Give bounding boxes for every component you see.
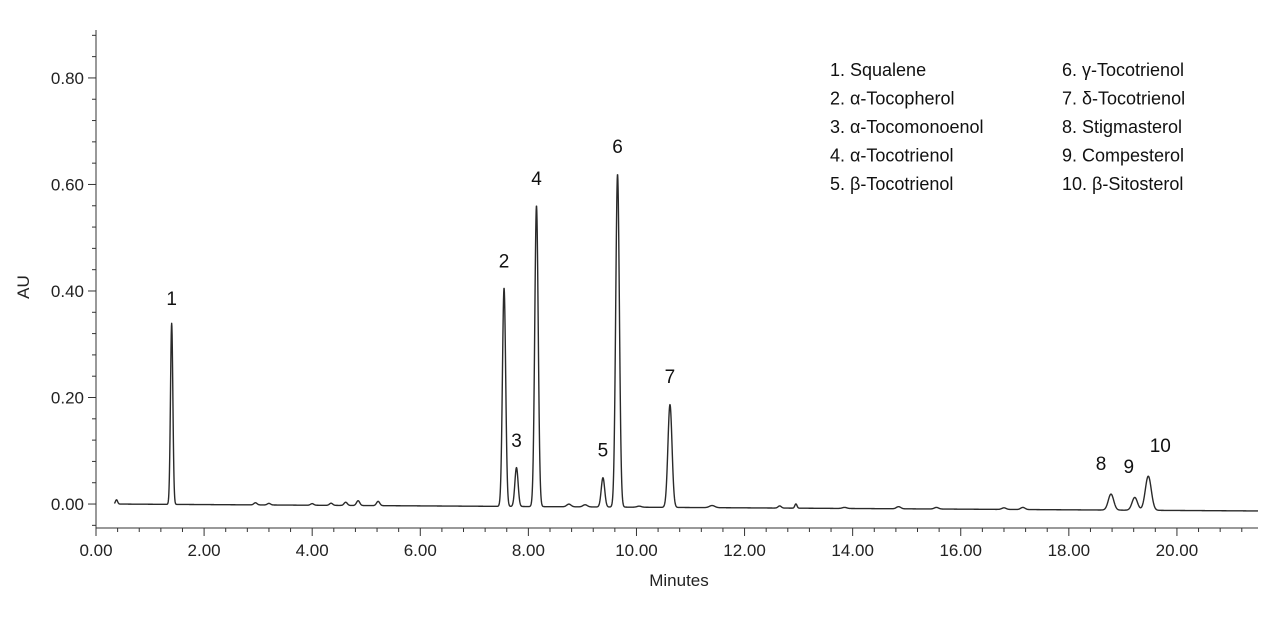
x-tick-label: 18.00 bbox=[1048, 541, 1091, 560]
x-axis-title: Minutes bbox=[649, 571, 709, 590]
peak-label-1: 1 bbox=[166, 289, 177, 310]
legend-item: 9. Compesterol bbox=[1062, 146, 1184, 166]
peak-label-8: 8 bbox=[1096, 454, 1107, 475]
x-tick-label: 16.00 bbox=[939, 541, 982, 560]
x-tick-label: 0.00 bbox=[79, 541, 112, 560]
peak-label-3: 3 bbox=[511, 431, 522, 452]
x-tick-label: 14.00 bbox=[831, 541, 874, 560]
legend-item: 7. δ-Tocotrienol bbox=[1062, 89, 1185, 109]
peak-label-10: 10 bbox=[1150, 436, 1171, 457]
axes bbox=[95, 30, 1258, 529]
legend-item: 6. γ-Tocotrienol bbox=[1062, 60, 1184, 80]
legend-item: 2. α-Tocopherol bbox=[830, 89, 954, 109]
legend-item: 1. Squalene bbox=[830, 60, 926, 80]
peak-labels: 1 2 3 4 5 6 7 8 9 10 bbox=[166, 137, 1170, 478]
y-axis-title: AU bbox=[14, 275, 33, 299]
x-axis-ticks: 0.00 2.00 4.00 6.00 8.00 10.00 12.00 14.00 16.00… bbox=[79, 528, 1243, 560]
y-tick-label: 0.80 bbox=[51, 69, 84, 88]
chromatogram-trace bbox=[113, 174, 1259, 512]
y-tick-label: 0.00 bbox=[51, 495, 84, 514]
legend-item: 3. α-Tocomonoenol bbox=[830, 117, 984, 137]
peak-label-2: 2 bbox=[499, 252, 510, 273]
x-tick-label: 4.00 bbox=[296, 541, 329, 560]
peak-label-7: 7 bbox=[665, 367, 676, 388]
y-tick-label: 0.40 bbox=[51, 282, 84, 301]
x-tick-label: 10.00 bbox=[615, 541, 658, 560]
x-tick-label: 12.00 bbox=[723, 541, 766, 560]
y-tick-label: 0.60 bbox=[51, 175, 84, 194]
y-axis-ticks: 0.00 0.20 0.40 0.60 0.80 bbox=[51, 34, 96, 526]
legend-item: 5. β-Tocotrienol bbox=[830, 174, 953, 194]
peak-label-9: 9 bbox=[1123, 457, 1134, 478]
legend-item: 4. α-Tocotrienol bbox=[830, 146, 953, 166]
legend-item: 10. β-Sitosterol bbox=[1062, 174, 1183, 194]
x-tick-label: 20.00 bbox=[1156, 541, 1199, 560]
peak-label-4: 4 bbox=[531, 169, 542, 190]
legend-item: 8. Stigmasterol bbox=[1062, 117, 1182, 137]
x-tick-label: 8.00 bbox=[512, 541, 545, 560]
x-tick-label: 6.00 bbox=[404, 541, 437, 560]
y-tick-label: 0.20 bbox=[51, 389, 84, 408]
peak-label-6: 6 bbox=[612, 137, 623, 158]
legend: 1. Squalene 2. α-Tocopherol 3. α-Tocomonoe… bbox=[830, 60, 1185, 194]
peak-label-5: 5 bbox=[598, 441, 609, 462]
x-tick-label: 2.00 bbox=[188, 541, 221, 560]
